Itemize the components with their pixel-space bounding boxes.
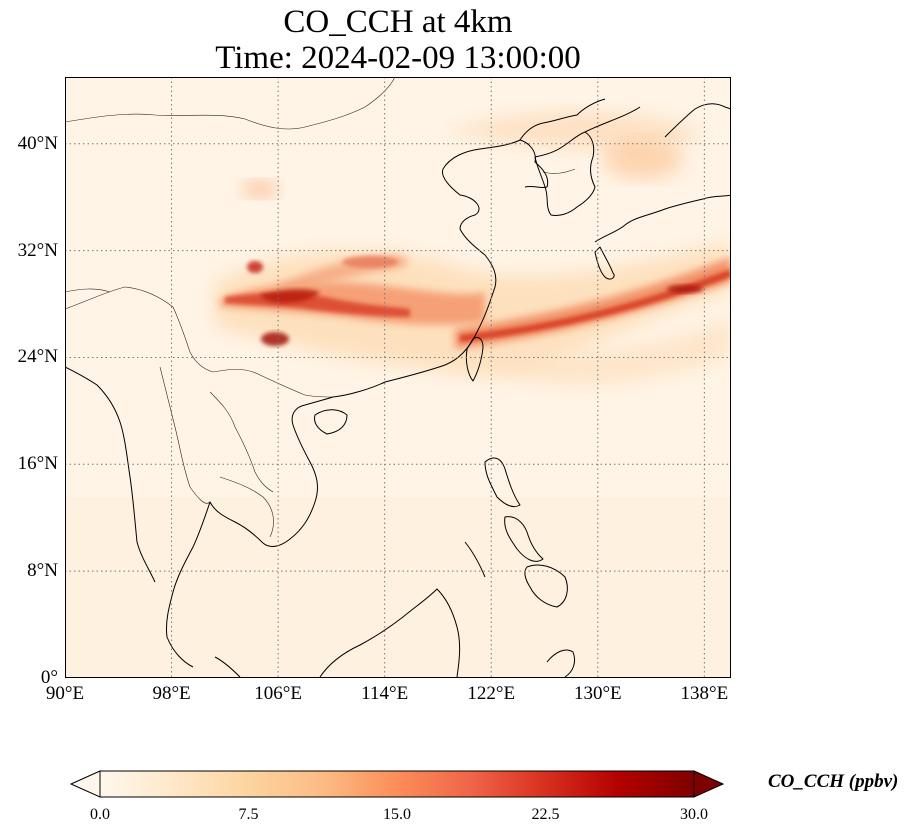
colorbar-tick-label: 0.0 <box>90 806 110 823</box>
lon-tick-label: 122°E <box>467 683 516 704</box>
lon-tick-label: 106°E <box>254 683 302 704</box>
border-thailand-cambodia <box>219 476 274 538</box>
plume-core-sw <box>261 332 289 346</box>
coastlines <box>65 98 731 678</box>
map-plot-area <box>65 77 731 678</box>
colorbar-tick-label: 7.5 <box>238 806 259 823</box>
border-laos <box>209 391 274 493</box>
plume-haze-korea <box>603 139 683 179</box>
map-title-line-2: Time: 2024-02-09 13:00:00 <box>215 40 581 76</box>
coast-china-east <box>332 139 549 398</box>
coast-vietnam <box>262 396 334 547</box>
lon-tick-label: 90°E <box>45 683 85 704</box>
coast-borneo <box>319 588 461 678</box>
border-china-laos-vietnam <box>212 369 334 398</box>
border-korea <box>542 168 576 174</box>
colorbar-tick-label: 30.0 <box>680 806 708 823</box>
lon-tick-label: 114°E <box>361 683 409 704</box>
lon-tick-label: 138°E <box>680 683 729 704</box>
map-title-line-1: CO_CCH at 4km <box>283 4 513 40</box>
border-china-mongolia <box>65 77 396 130</box>
lon-tick-label: 98°E <box>152 683 191 704</box>
colorbar-gradient <box>99 770 695 798</box>
colorbar-extend-max <box>693 770 724 798</box>
coast-luzon <box>484 457 521 508</box>
coast-malay-tip <box>214 656 241 678</box>
plume-band-dark <box>260 289 320 303</box>
coast-sulawesi <box>546 649 576 678</box>
border-northwest <box>65 288 111 293</box>
plume-core-north <box>342 256 398 268</box>
coast-japan-north <box>664 103 731 138</box>
coast-korea-east <box>584 106 641 133</box>
colorbar-tick-label: 15.0 <box>383 806 411 823</box>
lat-tick-label: 8°N <box>27 560 58 582</box>
coast-bay-bengal <box>65 366 156 583</box>
lat-tick-label: 32°N <box>17 239 58 261</box>
plume-outflow-core <box>460 269 731 342</box>
lat-tick-label: 16°N <box>17 453 58 475</box>
lat-tick-label: 0° <box>40 667 58 688</box>
plume-haze-south <box>465 317 731 386</box>
country-borders <box>65 77 576 538</box>
map-frame <box>65 77 731 678</box>
colorbar-label: CO_CCH (ppbv) <box>768 771 899 792</box>
coast-visayas <box>504 516 544 562</box>
colorbar <box>70 770 724 798</box>
co-plume-field <box>215 111 731 386</box>
coast-taiwan <box>465 336 484 382</box>
coast-kyushu <box>594 246 615 280</box>
lon-tick-label: 130°E <box>573 683 622 704</box>
coast-korea <box>534 131 596 216</box>
coast-gulf-thailand <box>166 501 264 668</box>
coast-palawan <box>464 541 486 578</box>
coast-japan <box>594 194 731 243</box>
plume-core-japan <box>667 285 703 293</box>
border-china-myanmar <box>65 286 214 373</box>
colorbar-extend-min <box>70 770 101 798</box>
plume-core-west <box>247 261 263 273</box>
gridlines <box>65 77 731 678</box>
field-background-south <box>65 497 731 678</box>
colorbar-tick-label: 22.5 <box>531 806 560 823</box>
border-myanmar-thailand <box>159 366 211 504</box>
coast-mindanao <box>524 564 568 608</box>
lat-tick-label: 40°N <box>17 132 58 154</box>
coast-liaodong <box>519 98 606 141</box>
plume-haze-sichuan <box>242 181 278 197</box>
coast-hainan <box>314 409 348 435</box>
lat-tick-label: 24°N <box>17 346 58 368</box>
